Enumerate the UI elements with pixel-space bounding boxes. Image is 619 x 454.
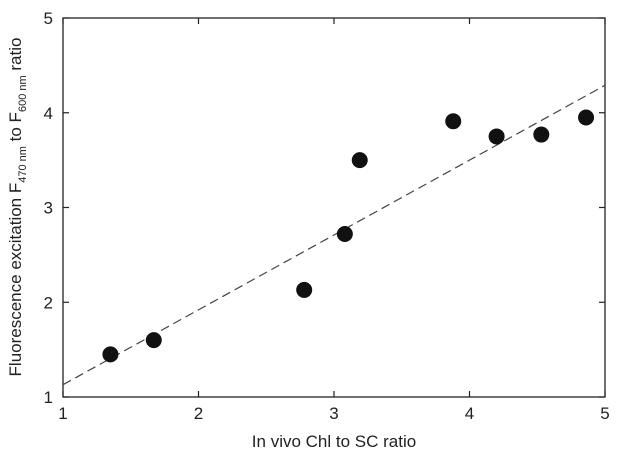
data-point xyxy=(445,113,462,130)
x-tick-label: 1 xyxy=(58,404,67,423)
x-tick-label: 3 xyxy=(329,404,338,423)
x-tick-label: 2 xyxy=(194,404,203,423)
data-point xyxy=(336,226,353,243)
x-axis-label: In vivo Chl to SC ratio xyxy=(252,432,416,451)
y-tick-label: 2 xyxy=(44,293,53,312)
y-tick-label: 3 xyxy=(44,199,53,218)
y-tick-label: 5 xyxy=(44,9,53,28)
y-axis-label-sub1: 470 nm xyxy=(17,146,29,183)
y-axis-label-main: Fluorescence excitation F xyxy=(6,183,25,377)
y-tick-label: 4 xyxy=(44,104,53,123)
data-point xyxy=(488,128,505,145)
data-point xyxy=(351,152,368,169)
data-point xyxy=(296,281,313,298)
data-point xyxy=(102,346,119,363)
y-tick-label: 1 xyxy=(44,388,53,407)
y-axis-label-sub2: 600 nm xyxy=(17,75,29,112)
x-tick-label: 4 xyxy=(465,404,474,423)
trend-line xyxy=(62,84,606,386)
x-tick-label: 5 xyxy=(600,404,609,423)
axis-ticks xyxy=(62,17,606,398)
data-points xyxy=(102,109,595,363)
tick-labels: 1 2 3 4 5 1 2 3 4 5 xyxy=(44,9,610,423)
y-axis-label-mid: to F xyxy=(6,112,25,146)
y-axis-label: Fluorescence excitation F470 nm to F600 … xyxy=(6,38,29,377)
data-point xyxy=(578,109,595,126)
data-point xyxy=(145,332,162,349)
data-point xyxy=(533,126,550,143)
y-axis-label-end: ratio xyxy=(6,38,25,76)
